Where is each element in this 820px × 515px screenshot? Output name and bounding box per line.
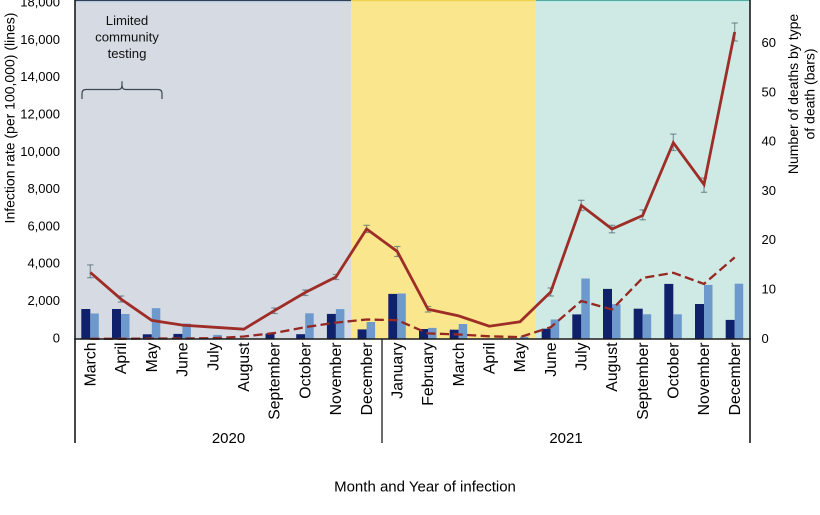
svg-text:June: June bbox=[543, 342, 560, 376]
svg-text:0: 0 bbox=[762, 331, 769, 346]
svg-text:April: April bbox=[482, 343, 499, 375]
svg-text:May: May bbox=[512, 342, 529, 372]
svg-text:2021: 2021 bbox=[549, 430, 582, 447]
svg-text:Limited: Limited bbox=[106, 13, 149, 28]
svg-text:60: 60 bbox=[762, 35, 776, 50]
svg-text:June: June bbox=[175, 342, 192, 376]
svg-text:Month and Year of infection: Month and Year of infection bbox=[334, 479, 516, 496]
svg-text:testing: testing bbox=[108, 46, 147, 61]
svg-text:March: March bbox=[83, 343, 100, 387]
svg-text:2020: 2020 bbox=[212, 430, 245, 447]
svg-text:August: August bbox=[236, 342, 253, 392]
svg-text:May: May bbox=[144, 342, 161, 372]
svg-text:18,000: 18,000 bbox=[20, 0, 60, 10]
svg-text:of death (bars): of death (bars) bbox=[802, 48, 818, 139]
svg-text:April: April bbox=[113, 343, 130, 375]
svg-text:December: December bbox=[359, 343, 376, 416]
svg-text:14,000: 14,000 bbox=[20, 69, 60, 84]
svg-text:September: September bbox=[267, 343, 284, 420]
svg-text:20: 20 bbox=[762, 232, 776, 247]
svg-text:2,000: 2,000 bbox=[27, 293, 60, 308]
svg-text:10: 10 bbox=[762, 282, 776, 297]
svg-text:8,000: 8,000 bbox=[27, 181, 60, 196]
svg-text:March: March bbox=[451, 343, 468, 387]
svg-text:November: November bbox=[696, 343, 713, 416]
svg-text:Infection rate (per 100,000) (: Infection rate (per 100,000) (lines) bbox=[2, 13, 18, 224]
svg-text:50: 50 bbox=[762, 84, 776, 99]
svg-text:4,000: 4,000 bbox=[27, 256, 60, 271]
svg-text:December: December bbox=[727, 343, 744, 416]
svg-text:community: community bbox=[95, 30, 159, 45]
svg-text:October: October bbox=[666, 343, 683, 399]
svg-text:12,000: 12,000 bbox=[20, 107, 60, 122]
svg-text:16,000: 16,000 bbox=[20, 32, 60, 47]
svg-text:July: July bbox=[574, 342, 591, 370]
svg-text:August: August bbox=[604, 342, 621, 392]
svg-text:January: January bbox=[390, 342, 407, 398]
svg-text:September: September bbox=[635, 343, 652, 420]
svg-text:6,000: 6,000 bbox=[27, 218, 60, 233]
svg-text:October: October bbox=[297, 343, 314, 399]
svg-text:Number of deaths by type: Number of deaths by type bbox=[785, 14, 801, 175]
svg-text:February: February bbox=[420, 342, 437, 405]
svg-text:30: 30 bbox=[762, 183, 776, 198]
svg-text:0: 0 bbox=[53, 330, 60, 345]
svg-text:November: November bbox=[328, 343, 345, 416]
svg-text:July: July bbox=[205, 342, 222, 370]
svg-text:10,000: 10,000 bbox=[20, 144, 60, 159]
svg-text:40: 40 bbox=[762, 134, 776, 149]
